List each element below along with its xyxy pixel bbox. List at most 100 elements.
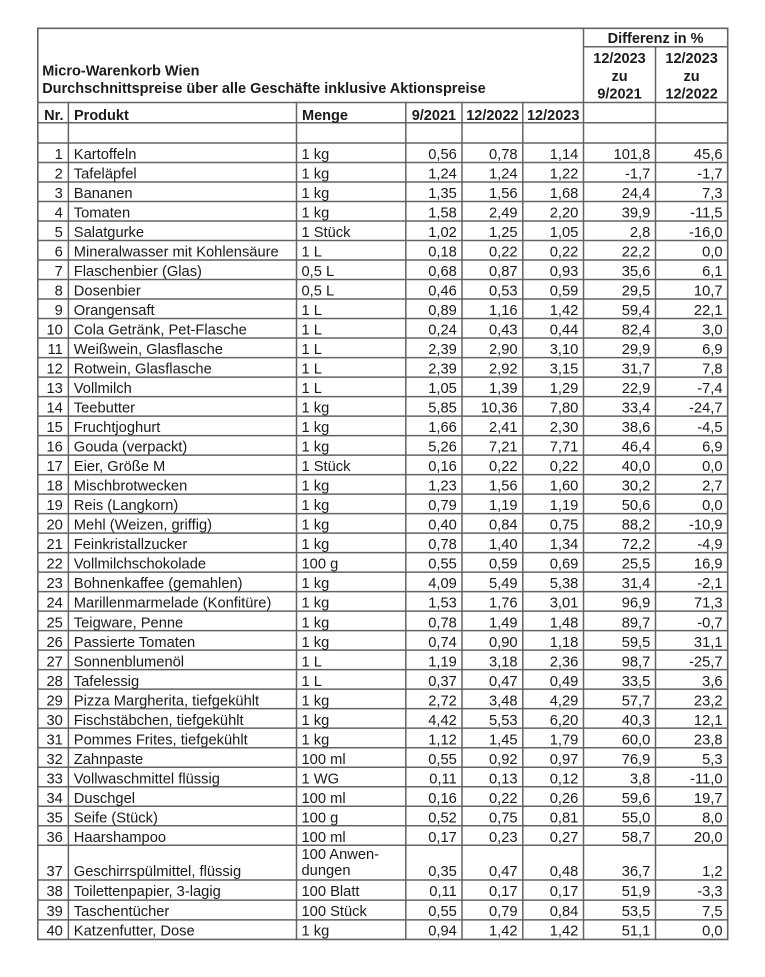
svg-text:0,18: 0,18 bbox=[428, 245, 457, 261]
svg-text:Differenz in %: Differenz in % bbox=[608, 31, 704, 47]
svg-text:0,22: 0,22 bbox=[550, 245, 579, 261]
svg-text:35,6: 35,6 bbox=[622, 264, 651, 280]
svg-text:1,79: 1,79 bbox=[550, 732, 579, 748]
svg-text:Menge: Menge bbox=[302, 108, 348, 124]
svg-text:-25,7: -25,7 bbox=[689, 654, 722, 670]
svg-text:36,7: 36,7 bbox=[622, 864, 651, 880]
svg-text:12,1: 12,1 bbox=[694, 713, 723, 729]
svg-text:29: 29 bbox=[46, 693, 62, 709]
svg-text:0,17: 0,17 bbox=[428, 830, 457, 846]
svg-text:zu: zu bbox=[611, 69, 627, 85]
svg-text:7,8: 7,8 bbox=[702, 362, 722, 378]
svg-text:3,6: 3,6 bbox=[702, 674, 722, 690]
svg-text:0,89: 0,89 bbox=[428, 303, 457, 319]
svg-text:1,2: 1,2 bbox=[702, 864, 722, 880]
svg-text:57,7: 57,7 bbox=[622, 693, 651, 709]
svg-text:1 kg: 1 kg bbox=[302, 147, 330, 163]
svg-text:10,7: 10,7 bbox=[694, 284, 723, 300]
svg-text:Reis (Langkorn): Reis (Langkorn) bbox=[74, 498, 179, 514]
svg-text:0,75: 0,75 bbox=[550, 518, 579, 534]
svg-text:Flaschenbier (Glas): Flaschenbier (Glas) bbox=[74, 264, 202, 280]
svg-text:Teigware, Penne: Teigware, Penne bbox=[74, 615, 183, 631]
svg-text:3: 3 bbox=[55, 186, 63, 202]
svg-text:0,5 L: 0,5 L bbox=[302, 264, 335, 280]
svg-text:20,0: 20,0 bbox=[694, 830, 723, 846]
svg-text:31,4: 31,4 bbox=[622, 576, 651, 592]
svg-text:31: 31 bbox=[46, 732, 62, 748]
svg-text:-4,9: -4,9 bbox=[697, 537, 722, 553]
svg-text:1,68: 1,68 bbox=[550, 186, 579, 202]
svg-text:1,24: 1,24 bbox=[428, 167, 457, 183]
svg-text:Weißwein, Glasflasche: Weißwein, Glasflasche bbox=[74, 342, 223, 358]
svg-text:45,6: 45,6 bbox=[694, 147, 723, 163]
svg-text:Gouda (verpackt): Gouda (verpackt) bbox=[74, 440, 187, 456]
svg-text:2,92: 2,92 bbox=[489, 362, 518, 378]
svg-text:Rotwein, Glasflasche: Rotwein, Glasflasche bbox=[74, 362, 212, 378]
svg-text:Vollmilch: Vollmilch bbox=[74, 381, 132, 397]
svg-text:3,01: 3,01 bbox=[550, 596, 579, 612]
svg-text:0,68: 0,68 bbox=[428, 264, 457, 280]
svg-text:Kartoffeln: Kartoffeln bbox=[74, 147, 137, 163]
svg-text:20: 20 bbox=[46, 518, 62, 534]
svg-text:1,53: 1,53 bbox=[428, 596, 457, 612]
svg-text:100 Stück: 100 Stück bbox=[302, 904, 368, 920]
svg-text:0,74: 0,74 bbox=[428, 635, 457, 651]
svg-text:101,8: 101,8 bbox=[614, 147, 651, 163]
svg-text:1,18: 1,18 bbox=[550, 635, 579, 651]
svg-text:2,49: 2,49 bbox=[489, 206, 518, 222]
svg-text:1 kg: 1 kg bbox=[302, 635, 330, 651]
svg-text:Geschirrspülmittel, flüssig: Geschirrspülmittel, flüssig bbox=[74, 864, 241, 880]
svg-text:4,09: 4,09 bbox=[428, 576, 457, 592]
svg-text:0,43: 0,43 bbox=[489, 323, 518, 339]
svg-text:0,0: 0,0 bbox=[702, 498, 722, 514]
svg-text:12/2023: 12/2023 bbox=[665, 51, 717, 67]
svg-text:0,92: 0,92 bbox=[489, 752, 518, 768]
svg-text:16,9: 16,9 bbox=[694, 557, 723, 573]
svg-text:33,4: 33,4 bbox=[622, 401, 651, 417]
svg-text:1 kg: 1 kg bbox=[302, 576, 330, 592]
svg-text:8: 8 bbox=[55, 284, 63, 300]
svg-text:1,76: 1,76 bbox=[489, 596, 518, 612]
svg-text:0,47: 0,47 bbox=[489, 674, 518, 690]
svg-text:Dosenbier: Dosenbier bbox=[74, 284, 141, 300]
svg-text:1,02: 1,02 bbox=[428, 225, 457, 241]
svg-text:0,79: 0,79 bbox=[428, 498, 457, 514]
svg-text:2,20: 2,20 bbox=[550, 206, 579, 222]
svg-text:2,30: 2,30 bbox=[550, 420, 579, 436]
svg-text:16: 16 bbox=[46, 440, 62, 456]
svg-text:3,15: 3,15 bbox=[550, 362, 579, 378]
svg-text:0,17: 0,17 bbox=[550, 884, 579, 900]
svg-text:Nr.: Nr. bbox=[44, 108, 63, 124]
svg-text:1,42: 1,42 bbox=[550, 303, 579, 319]
svg-text:51,9: 51,9 bbox=[622, 884, 651, 900]
svg-text:6,9: 6,9 bbox=[702, 342, 722, 358]
svg-text:1,56: 1,56 bbox=[489, 186, 518, 202]
svg-text:1 kg: 1 kg bbox=[302, 420, 330, 436]
svg-text:1 kg: 1 kg bbox=[302, 498, 330, 514]
svg-text:4,42: 4,42 bbox=[428, 713, 457, 729]
svg-text:1,25: 1,25 bbox=[489, 225, 518, 241]
svg-text:1 kg: 1 kg bbox=[302, 440, 330, 456]
svg-text:1,39: 1,39 bbox=[489, 381, 518, 397]
svg-text:0,44: 0,44 bbox=[550, 323, 579, 339]
svg-text:31,7: 31,7 bbox=[622, 362, 651, 378]
svg-text:1,24: 1,24 bbox=[489, 167, 518, 183]
svg-text:7,5: 7,5 bbox=[702, 904, 722, 920]
svg-text:1,19: 1,19 bbox=[489, 498, 518, 514]
svg-text:23,8: 23,8 bbox=[694, 732, 723, 748]
svg-text:24: 24 bbox=[46, 596, 62, 612]
svg-text:1 L: 1 L bbox=[302, 381, 322, 397]
svg-text:0,0: 0,0 bbox=[702, 245, 722, 261]
svg-text:11: 11 bbox=[48, 342, 63, 358]
svg-text:32: 32 bbox=[46, 752, 62, 768]
svg-text:7: 7 bbox=[55, 264, 63, 280]
svg-text:Katzenfutter, Dose: Katzenfutter, Dose bbox=[74, 924, 195, 940]
svg-text:0,47: 0,47 bbox=[489, 864, 518, 880]
svg-text:Tafeläpfel: Tafeläpfel bbox=[74, 167, 137, 183]
svg-text:2,41: 2,41 bbox=[489, 420, 518, 436]
svg-text:7,3: 7,3 bbox=[702, 186, 722, 202]
svg-text:0,27: 0,27 bbox=[550, 830, 579, 846]
svg-text:0,97: 0,97 bbox=[550, 752, 579, 768]
svg-text:0,93: 0,93 bbox=[550, 264, 579, 280]
svg-text:14: 14 bbox=[46, 401, 62, 417]
